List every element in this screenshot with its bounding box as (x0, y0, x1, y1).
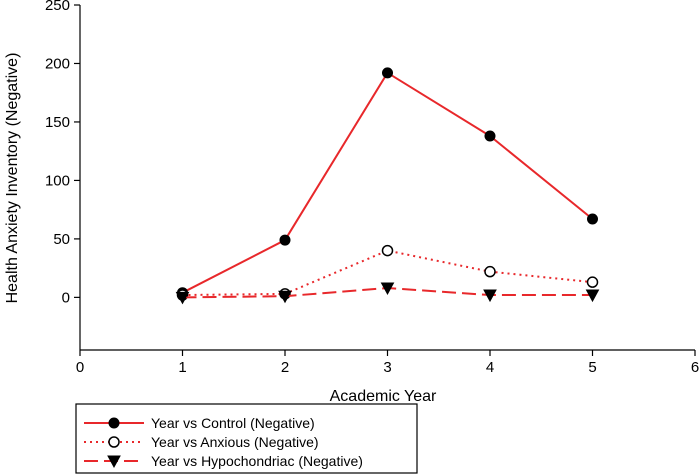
legend-marker (108, 417, 120, 429)
x-tick-label: 1 (178, 359, 186, 376)
legend-entry: Year vs Control (Negative) (84, 415, 315, 431)
legend: Year vs Control (Negative) Year vs Anxiou… (75, 403, 418, 474)
y-axis-ticks: 0 50 100 150 200 250 (45, 0, 80, 306)
y-tick-label: 150 (45, 114, 70, 131)
x-tick-label: 4 (486, 359, 494, 376)
series-line (182, 71, 594, 294)
y-tick-label: 250 (45, 0, 70, 14)
x-axis-ticks: 0 1 2 3 4 5 6 (76, 350, 699, 376)
y-tick-label: 0 (62, 289, 70, 306)
legend-entries: Year vs Control (Negative) Year vs Anxiou… (84, 415, 363, 469)
x-tick-label: 3 (383, 359, 391, 376)
data-point (279, 234, 291, 246)
x-tick-label: 6 (691, 359, 699, 376)
legend-entry: Year vs Anxious (Negative) (84, 434, 319, 450)
data-point (175, 291, 190, 305)
y-tick-label: 200 (45, 55, 70, 72)
y-tick-label: 50 (53, 231, 70, 248)
legend-marker (107, 455, 121, 469)
x-axis-title: Academic Year (330, 388, 437, 405)
legend-label: Year vs Hypochondriac (Negative) (151, 453, 363, 469)
legend-entry: Year vs Hypochondriac (Negative) (84, 453, 363, 469)
legend-marker (108, 436, 120, 448)
data-point (585, 289, 600, 303)
data-point (484, 265, 496, 278)
data-point (380, 282, 395, 296)
series-1 (177, 67, 598, 299)
data-point (278, 290, 292, 304)
data-point (586, 276, 599, 288)
x-tick-label: 2 (281, 359, 289, 376)
series-layer (175, 67, 600, 305)
legend-label: Year vs Control (Negative) (151, 415, 315, 431)
x-tick-label: 0 (76, 359, 84, 376)
data-point (483, 289, 497, 303)
data-point (381, 244, 394, 257)
data-point (484, 130, 496, 142)
y-tick-label: 100 (45, 172, 70, 189)
x-tick-label: 5 (588, 359, 596, 376)
data-point (587, 213, 598, 225)
data-point (382, 67, 393, 79)
y-axis-title: Health Anxiety Inventory (Negative) (4, 53, 21, 304)
legend-label: Year vs Anxious (Negative) (151, 434, 319, 450)
series-3 (175, 282, 600, 305)
